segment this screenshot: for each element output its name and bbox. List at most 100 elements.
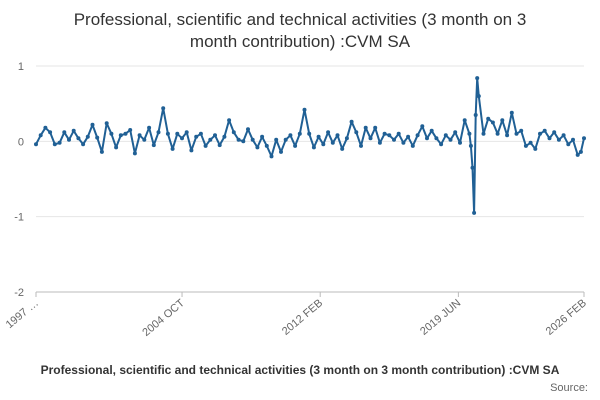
data-point xyxy=(542,128,547,133)
x-tick-label: 2012 FEB xyxy=(280,297,325,338)
data-point xyxy=(250,137,255,142)
data-point xyxy=(62,130,67,135)
chart-title-line-1: Professional, scientific and technical a… xyxy=(74,10,527,29)
data-point xyxy=(67,137,71,142)
data-point xyxy=(147,125,152,130)
data-point xyxy=(344,136,349,141)
data-point xyxy=(458,140,462,145)
data-point xyxy=(552,130,557,135)
data-point xyxy=(236,137,241,142)
grid xyxy=(36,65,584,293)
data-point xyxy=(81,142,86,147)
data-point xyxy=(468,143,473,148)
data-point xyxy=(575,152,580,157)
data-point xyxy=(425,136,429,141)
x-tick-label: 2026 FEB xyxy=(544,297,589,338)
data-point xyxy=(85,134,90,139)
data-point xyxy=(264,143,269,148)
data-point xyxy=(269,154,274,159)
data-point xyxy=(118,133,123,138)
chart-title-line-2: month contribution) :CVM SA xyxy=(190,32,411,51)
data-point xyxy=(377,140,382,145)
y-tick-label: 0 xyxy=(18,136,24,148)
data-point xyxy=(222,134,227,139)
data-point xyxy=(335,133,340,138)
data-point xyxy=(170,146,175,151)
data-point xyxy=(566,142,571,147)
series xyxy=(34,76,586,215)
data-point xyxy=(462,118,467,123)
data-point xyxy=(354,130,359,135)
data-point xyxy=(434,136,439,141)
data-point xyxy=(71,128,76,133)
data-point xyxy=(114,145,119,150)
data-point xyxy=(321,142,326,147)
data-point xyxy=(180,136,184,141)
data-point xyxy=(547,136,552,141)
data-point xyxy=(382,131,387,136)
data-point xyxy=(137,133,142,138)
data-point xyxy=(467,131,472,136)
x-tick-label: 2004 OCT xyxy=(140,297,187,339)
data-point xyxy=(443,133,448,138)
data-point xyxy=(109,131,114,136)
data-point xyxy=(523,143,528,148)
data-point xyxy=(396,131,401,136)
data-point xyxy=(38,133,43,138)
data-point xyxy=(481,131,486,136)
data-point xyxy=(514,131,519,136)
data-point xyxy=(448,137,453,142)
data-point xyxy=(208,137,213,142)
series-line xyxy=(35,77,585,214)
data-point xyxy=(43,125,48,130)
data-point xyxy=(279,149,283,154)
data-point xyxy=(359,143,363,148)
data-point xyxy=(439,142,444,147)
y-tick-label: 1 xyxy=(18,61,24,73)
data-point xyxy=(156,130,161,135)
data-point xyxy=(57,140,62,145)
data-point xyxy=(392,137,396,142)
data-point xyxy=(95,135,100,140)
y-tick-label: -2 xyxy=(14,287,24,299)
data-point xyxy=(368,136,373,141)
source-label: Source: xyxy=(550,382,588,394)
data-point xyxy=(283,137,288,142)
data-point xyxy=(104,121,109,126)
data-point xyxy=(406,134,411,139)
data-point xyxy=(213,133,217,138)
data-point xyxy=(217,143,222,148)
data-point xyxy=(227,118,232,123)
data-point xyxy=(340,146,345,151)
data-point xyxy=(161,106,166,111)
data-point xyxy=(475,76,480,81)
data-point xyxy=(533,146,538,151)
data-point xyxy=(528,140,533,145)
data-point xyxy=(373,125,378,130)
data-point xyxy=(76,136,81,141)
data-point xyxy=(311,145,316,150)
data-point xyxy=(132,151,137,156)
x-tick-label: 2019 JUN xyxy=(418,297,463,338)
data-point xyxy=(184,130,189,135)
data-point xyxy=(326,130,331,135)
data-point xyxy=(302,107,307,112)
data-point xyxy=(255,145,260,150)
data-point xyxy=(34,142,38,147)
legend-label: Professional, scientific and technical a… xyxy=(41,363,560,377)
data-point xyxy=(194,134,199,139)
data-point xyxy=(500,118,505,123)
y-tick-label: -1 xyxy=(14,212,24,224)
data-point xyxy=(578,149,583,154)
data-point xyxy=(538,131,542,136)
data-point xyxy=(274,137,279,142)
data-point xyxy=(246,127,250,132)
data-point xyxy=(495,131,500,136)
data-point xyxy=(582,136,586,141)
data-point xyxy=(509,110,514,115)
data-point xyxy=(473,113,478,117)
data-point xyxy=(415,133,420,138)
data-point xyxy=(198,131,203,136)
data-point xyxy=(151,143,156,148)
